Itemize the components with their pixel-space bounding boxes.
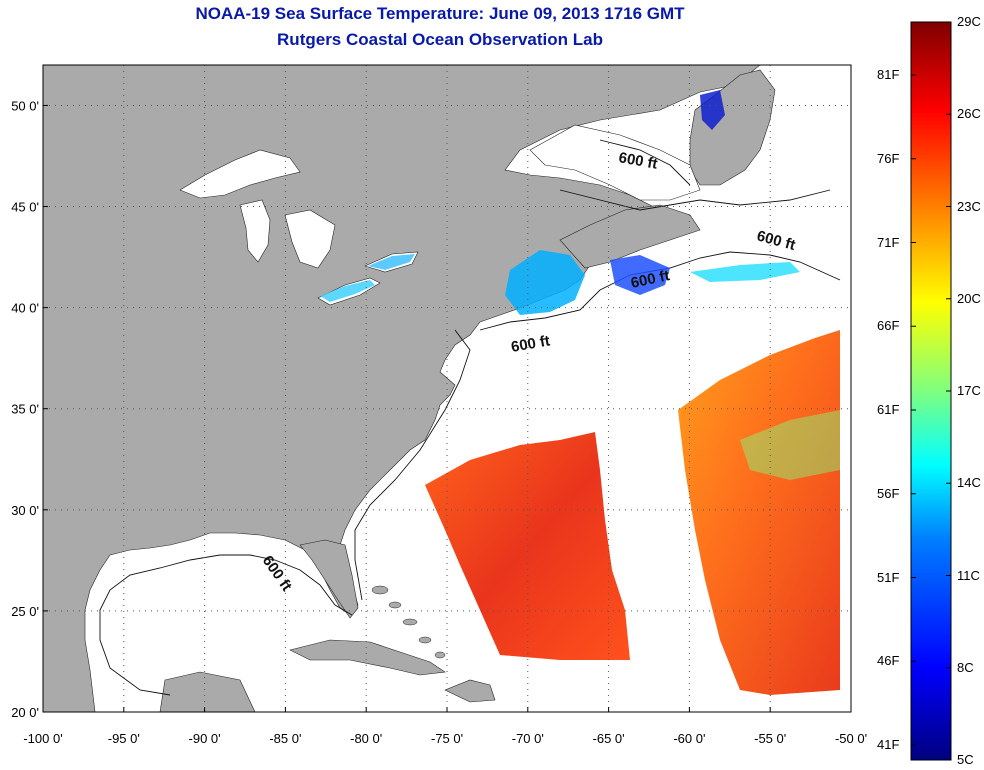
x-tick-label: -75 0' xyxy=(431,731,463,746)
x-tick-label: -60 0' xyxy=(673,731,705,746)
x-tick-label: -90 0' xyxy=(189,731,221,746)
gulf-st-lawrence xyxy=(529,124,701,201)
y-axis-ticks: 50 0' 45 0' 40 0' 35 0' 30 0' 25 0' 20 0' xyxy=(11,98,48,720)
colorbar-label-fahrenheit: 71F xyxy=(877,234,900,250)
colorbar-label-fahrenheit: 41F xyxy=(877,737,900,752)
sst-swath-east xyxy=(678,330,840,695)
colorbar-label-fahrenheit: 56F xyxy=(877,485,900,501)
y-tick-label: 25 0' xyxy=(11,604,39,619)
map-title: NOAA-19 Sea Surface Temperature: June 09… xyxy=(195,4,685,23)
sst-newfoundland xyxy=(700,90,725,130)
hispaniola-land xyxy=(444,679,496,703)
colorbar-label-celsius: 5C xyxy=(957,752,974,767)
lake-superior xyxy=(179,149,301,199)
x-tick-label: -50 0' xyxy=(835,731,867,746)
colorbar-label-celsius: 17C xyxy=(957,383,981,398)
y-tick-label: 40 0' xyxy=(11,301,39,316)
maritimes-land xyxy=(559,204,701,269)
y-tick-label: 50 0' xyxy=(11,98,39,113)
colorbar-label-celsius: 23C xyxy=(957,198,981,214)
colorbar-label-fahrenheit: 81F xyxy=(877,67,900,82)
y-tick-label: 35 0' xyxy=(11,402,39,417)
colorbar-ticks xyxy=(911,21,951,761)
y-tick-label: 20 0' xyxy=(11,705,39,720)
colorbar xyxy=(910,21,952,761)
colorbar-label-fahrenheit: 61F xyxy=(877,402,900,417)
x-tick-label: -65 0' xyxy=(593,731,625,746)
sst-gulf-of-maine xyxy=(505,250,585,315)
colorbar-label-fahrenheit: 51F xyxy=(877,569,900,585)
colorbar-label-celsius: 14C xyxy=(957,475,981,491)
florida-land xyxy=(299,539,359,619)
x-tick-label: -85 0' xyxy=(269,731,301,746)
colorbar-label-celsius: 20C xyxy=(957,290,981,306)
y-tick-label: 30 0' xyxy=(11,503,39,518)
colorbar-label-celsius: 8C xyxy=(957,659,974,675)
map-subtitle: Rutgers Coastal Ocean Observation Lab xyxy=(277,30,603,49)
lake-michigan xyxy=(239,199,271,263)
colorbar-label-fahrenheit: 76F xyxy=(877,150,900,166)
colorbar-label-celsius: 26C xyxy=(957,106,981,122)
colorbar-label-fahrenheit: 66F xyxy=(877,318,900,334)
sst-grand-banks xyxy=(690,262,800,282)
x-tick-label: -100 0' xyxy=(23,731,62,746)
colorbar-label-celsius: 29C xyxy=(957,14,981,29)
x-tick-label: -55 0' xyxy=(754,731,786,746)
contour-label: 600 ft xyxy=(617,149,659,173)
north-america-land xyxy=(43,65,761,712)
x-tick-label: -95 0' xyxy=(108,731,140,746)
sst-scotian-shelf xyxy=(610,255,670,295)
x-axis-ticks: -100 0' -95 0' -90 0' -85 0' -80 0' -75 0' -70… xyxy=(23,707,867,746)
x-tick-label: -80 0' xyxy=(350,731,382,746)
bathymetry-contours xyxy=(99,139,841,696)
colorbar-label-fahrenheit: 46F xyxy=(877,653,900,669)
sst-lake-erie xyxy=(320,280,375,302)
contour-label: 600 ft xyxy=(510,332,552,356)
sst-lake-ontario xyxy=(368,254,415,270)
lake-huron xyxy=(284,209,336,269)
sst-swath-east-cool xyxy=(740,410,840,480)
bahamas-islands xyxy=(371,585,446,659)
x-tick-label: -70 0' xyxy=(512,731,544,746)
cuba-land xyxy=(289,639,446,676)
y-tick-label: 45 0' xyxy=(11,200,39,215)
colorbar-label-celsius: 11C xyxy=(957,567,980,583)
yucatan-land xyxy=(159,671,256,712)
